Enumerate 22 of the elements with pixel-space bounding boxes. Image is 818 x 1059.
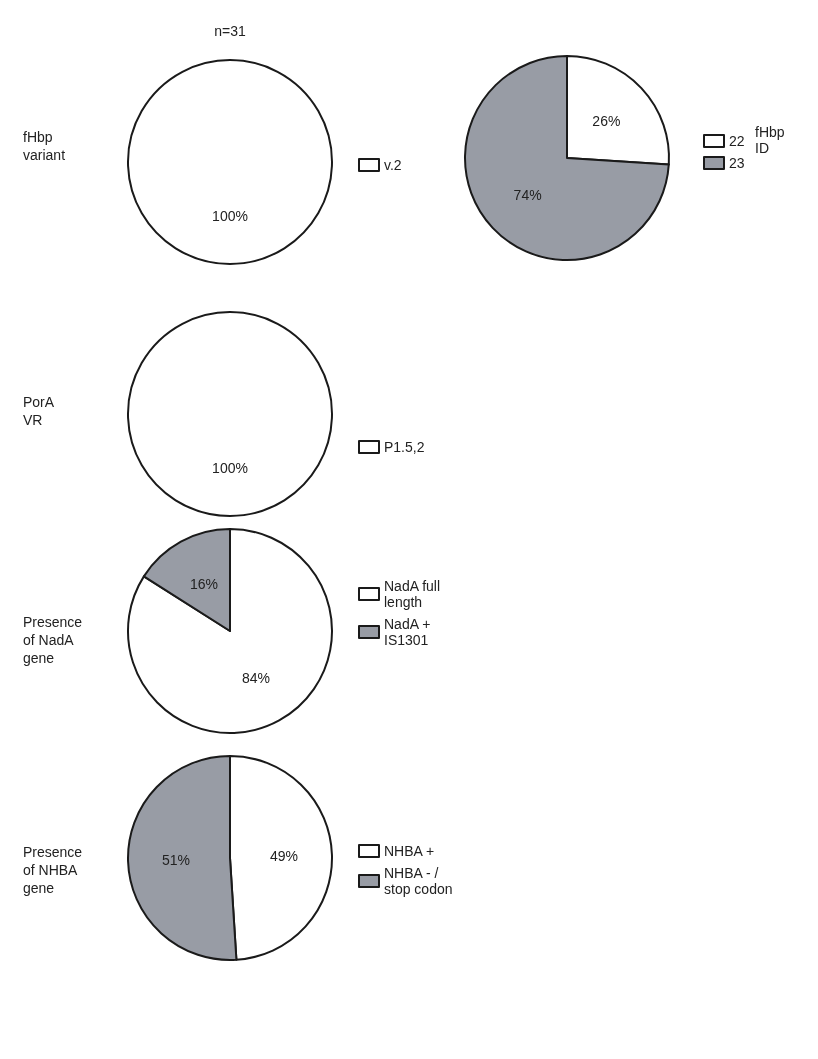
text: n=31 bbox=[214, 23, 246, 39]
legend-title: fHbp ID bbox=[755, 124, 789, 156]
text: fHbp variant bbox=[23, 129, 66, 163]
text: PorA VR bbox=[23, 394, 58, 428]
legend-label: NadA + IS1301 bbox=[384, 616, 431, 648]
legend-label: NHBA - / stop codon bbox=[384, 865, 453, 897]
text: Presence of NHBA gene bbox=[23, 844, 87, 896]
legend-label: 23 bbox=[729, 155, 745, 171]
legend-label: P1.5,2 bbox=[384, 439, 425, 455]
data-label: 51% bbox=[162, 851, 191, 868]
text: Presence of NadA gene bbox=[23, 614, 87, 666]
legend-label: v.2 bbox=[384, 157, 402, 173]
data-label: 16% bbox=[189, 575, 218, 592]
legend-label: NadA full length bbox=[384, 578, 441, 610]
data-label: 100% bbox=[212, 460, 248, 476]
legend-label: NHBA + bbox=[384, 843, 435, 859]
legend-label: 22 bbox=[729, 133, 745, 149]
data-label: 49% bbox=[269, 848, 298, 865]
data-label: 74% bbox=[513, 186, 542, 203]
data-label: 26% bbox=[592, 113, 621, 130]
data-label: 100% bbox=[212, 208, 248, 224]
data-label: 84% bbox=[242, 670, 271, 687]
